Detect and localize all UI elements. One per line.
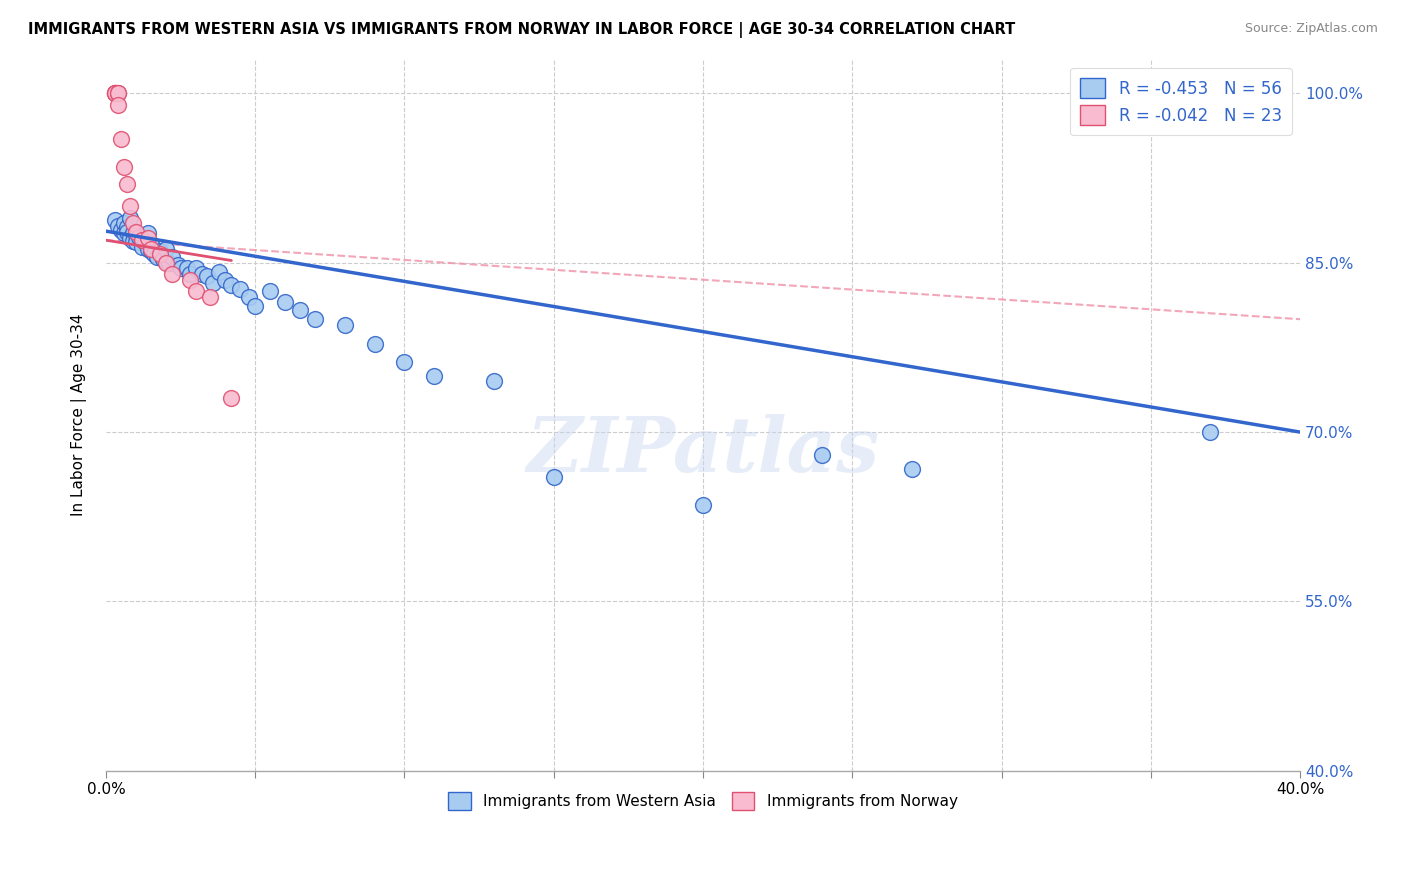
- Point: [184, 261, 207, 276]
- Point: [112, 216, 135, 230]
- Point: [160, 250, 183, 264]
- Point: [149, 244, 172, 259]
- Point: [118, 211, 141, 225]
- Point: [208, 265, 231, 279]
- Point: [131, 233, 153, 247]
- Point: [131, 240, 153, 254]
- Point: [157, 256, 180, 270]
- Point: [202, 276, 225, 290]
- Text: Source: ZipAtlas.com: Source: ZipAtlas.com: [1244, 22, 1378, 36]
- Point: [197, 269, 219, 284]
- Point: [125, 235, 148, 250]
- Point: [200, 290, 222, 304]
- Text: ZIPatlas: ZIPatlas: [526, 414, 880, 488]
- Point: [104, 212, 127, 227]
- Point: [125, 227, 148, 242]
- Y-axis label: In Labor Force | Age 30-34: In Labor Force | Age 30-34: [72, 314, 87, 516]
- Point: [118, 199, 141, 213]
- Point: [259, 284, 281, 298]
- Point: [692, 499, 714, 513]
- Point: [145, 250, 167, 264]
- Point: [118, 231, 141, 245]
- Point: [176, 261, 198, 276]
- Point: [238, 290, 260, 304]
- Point: [221, 278, 243, 293]
- Point: [139, 244, 162, 259]
- Point: [221, 391, 243, 405]
- Point: [128, 229, 150, 244]
- Point: [121, 235, 143, 249]
- Point: [112, 227, 135, 241]
- Point: [274, 295, 297, 310]
- Point: [394, 355, 416, 369]
- Point: [288, 303, 311, 318]
- Text: IMMIGRANTS FROM WESTERN ASIA VS IMMIGRANTS FROM NORWAY IN LABOR FORCE | AGE 30-3: IMMIGRANTS FROM WESTERN ASIA VS IMMIGRAN…: [28, 22, 1015, 38]
- Point: [104, 87, 127, 101]
- Point: [245, 299, 267, 313]
- Point: [155, 256, 177, 270]
- Point: [112, 160, 135, 174]
- Point: [110, 223, 132, 237]
- Point: [184, 284, 207, 298]
- Point: [160, 267, 183, 281]
- Point: [304, 312, 326, 326]
- Point: [179, 273, 201, 287]
- Point: [107, 97, 129, 112]
- Point: [131, 233, 153, 247]
- Point: [139, 242, 162, 256]
- Point: [543, 470, 565, 484]
- Point: [139, 236, 162, 251]
- Point: [115, 225, 138, 239]
- Point: [104, 87, 127, 101]
- Point: [121, 216, 143, 230]
- Point: [136, 242, 159, 256]
- Point: [811, 448, 834, 462]
- Point: [901, 462, 924, 476]
- Point: [423, 368, 446, 383]
- Point: [115, 219, 138, 234]
- Point: [155, 242, 177, 256]
- Point: [229, 282, 252, 296]
- Point: [214, 273, 236, 287]
- Legend: Immigrants from Western Asia, Immigrants from Norway: Immigrants from Western Asia, Immigrants…: [441, 786, 965, 816]
- Point: [179, 267, 201, 281]
- Point: [152, 252, 174, 267]
- Point: [110, 131, 132, 145]
- Point: [125, 225, 148, 239]
- Point: [107, 87, 129, 101]
- Point: [107, 87, 129, 101]
- Point: [1199, 425, 1222, 439]
- Point: [104, 87, 127, 101]
- Point: [104, 87, 127, 101]
- Point: [333, 318, 356, 332]
- Point: [136, 227, 159, 241]
- Point: [190, 267, 212, 281]
- Point: [121, 227, 143, 241]
- Point: [134, 235, 156, 250]
- Point: [107, 219, 129, 233]
- Point: [149, 246, 172, 260]
- Point: [363, 337, 385, 351]
- Point: [482, 374, 505, 388]
- Point: [142, 246, 165, 260]
- Point: [169, 261, 191, 276]
- Point: [136, 231, 159, 245]
- Point: [115, 177, 138, 191]
- Point: [166, 258, 188, 272]
